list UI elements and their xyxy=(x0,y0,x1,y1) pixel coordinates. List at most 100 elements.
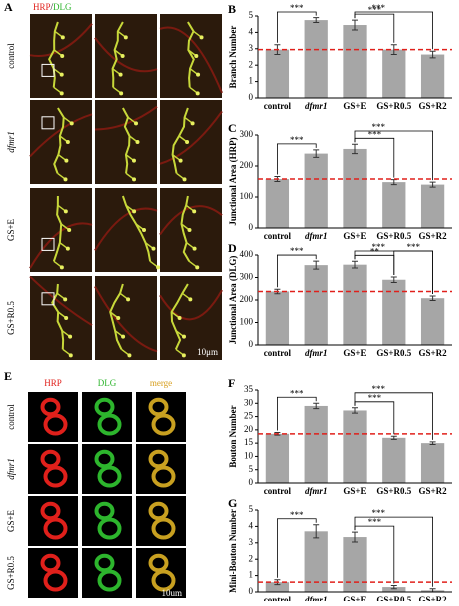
tissue xyxy=(159,289,223,321)
bar xyxy=(382,279,406,345)
x-tick-label: dfmr1 xyxy=(305,595,328,601)
error-bar xyxy=(313,17,320,24)
tissue xyxy=(159,110,223,165)
significance-label: *** xyxy=(290,388,304,398)
channel-dlg: DLG xyxy=(53,2,72,12)
nmj xyxy=(187,21,195,88)
bar xyxy=(382,182,406,228)
bouton xyxy=(156,265,161,270)
tissue xyxy=(159,205,223,236)
panel-letter: A xyxy=(4,0,13,14)
y-tick-label: 1 xyxy=(249,76,254,86)
row-label: GS+R0.5 xyxy=(6,301,16,335)
micrograph xyxy=(160,100,222,184)
bouton xyxy=(142,228,147,232)
significance-bracket xyxy=(277,254,317,288)
bouton xyxy=(132,209,137,214)
tissue xyxy=(159,26,223,94)
x-tick-label: GS+R0.5 xyxy=(376,231,411,241)
bouton xyxy=(148,553,169,573)
column-label: DLG xyxy=(98,378,117,388)
nmj xyxy=(53,107,65,174)
x-tick-label: control xyxy=(264,595,292,601)
bouton xyxy=(97,517,122,540)
significance-label: *** xyxy=(290,135,304,145)
bar xyxy=(420,54,445,98)
bouton xyxy=(94,449,115,469)
y-tick-label: 10 xyxy=(244,450,254,460)
bouton xyxy=(43,569,68,592)
y-tick-label: 0 xyxy=(249,586,254,596)
channel-label: HRP/DLG xyxy=(33,2,72,12)
panel-letter: D xyxy=(228,241,237,255)
bouton xyxy=(65,246,70,251)
micrograph xyxy=(95,188,157,272)
micrograph xyxy=(95,14,157,98)
y-axis-label: Junctional Area (HRP) xyxy=(228,137,238,225)
bouton xyxy=(132,177,137,182)
bar xyxy=(420,443,445,483)
x-tick-label: dfmr1 xyxy=(305,101,328,111)
y-tick-label: 0 xyxy=(249,92,254,102)
significance-bracket xyxy=(277,11,317,43)
nmj xyxy=(180,195,191,262)
bouton xyxy=(40,553,61,573)
bouton xyxy=(120,54,125,58)
x-tick-label: GS+R2 xyxy=(419,486,448,496)
y-tick-label: 100 xyxy=(240,191,254,201)
bar xyxy=(382,437,406,483)
bouton xyxy=(192,209,197,214)
bar xyxy=(265,49,290,98)
error-bar xyxy=(390,276,397,283)
x-tick-label: dfmr1 xyxy=(305,348,328,358)
bar xyxy=(304,20,328,99)
nmj xyxy=(109,283,124,350)
error-bar xyxy=(390,44,397,56)
y-axis-label: Bouton Number xyxy=(228,405,238,467)
x-tick-label: control xyxy=(264,348,292,358)
row-label: GS+E xyxy=(6,509,16,532)
significance-label: *** xyxy=(290,246,304,256)
error-bar xyxy=(313,260,320,270)
nmj xyxy=(48,21,59,88)
bouton xyxy=(151,517,176,540)
significance-bracket xyxy=(354,11,433,50)
significance-label: *** xyxy=(372,122,386,132)
bouton xyxy=(43,413,68,436)
bouton xyxy=(116,316,121,320)
error-bar xyxy=(390,584,397,590)
bouton xyxy=(123,35,128,40)
bouton xyxy=(148,449,169,469)
row-label: GS+E xyxy=(6,218,16,241)
significance-bracket xyxy=(354,250,433,294)
significance-label: *** xyxy=(372,242,386,252)
bouton xyxy=(126,297,131,302)
y-tick-label: 0 xyxy=(249,222,254,232)
nmj xyxy=(52,195,63,262)
bar xyxy=(420,184,445,228)
bouton xyxy=(181,334,186,339)
panel-letter: B xyxy=(228,2,236,16)
error-bar xyxy=(352,143,358,155)
inset-box xyxy=(41,63,55,77)
y-tick-label: 1 xyxy=(249,570,254,580)
inset-box xyxy=(41,116,55,130)
x-tick-label: GS+R0.5 xyxy=(376,595,411,601)
x-tick-label: control xyxy=(264,486,292,496)
bouton xyxy=(94,397,115,417)
bouton xyxy=(97,465,122,488)
nmj xyxy=(121,195,152,262)
bouton xyxy=(151,569,176,592)
y-axis-label: Junctional Area (DLG) xyxy=(228,256,238,345)
bouton xyxy=(63,297,68,302)
bar xyxy=(343,264,367,345)
y-tick-label: 2 xyxy=(249,59,254,69)
micrograph xyxy=(30,276,92,360)
bouton xyxy=(68,334,73,339)
error-bar xyxy=(352,407,358,414)
significance-label: *** xyxy=(372,3,386,13)
x-tick-label: GS+R0.5 xyxy=(376,101,411,111)
row-label: control xyxy=(6,404,16,430)
bouton xyxy=(59,265,64,270)
